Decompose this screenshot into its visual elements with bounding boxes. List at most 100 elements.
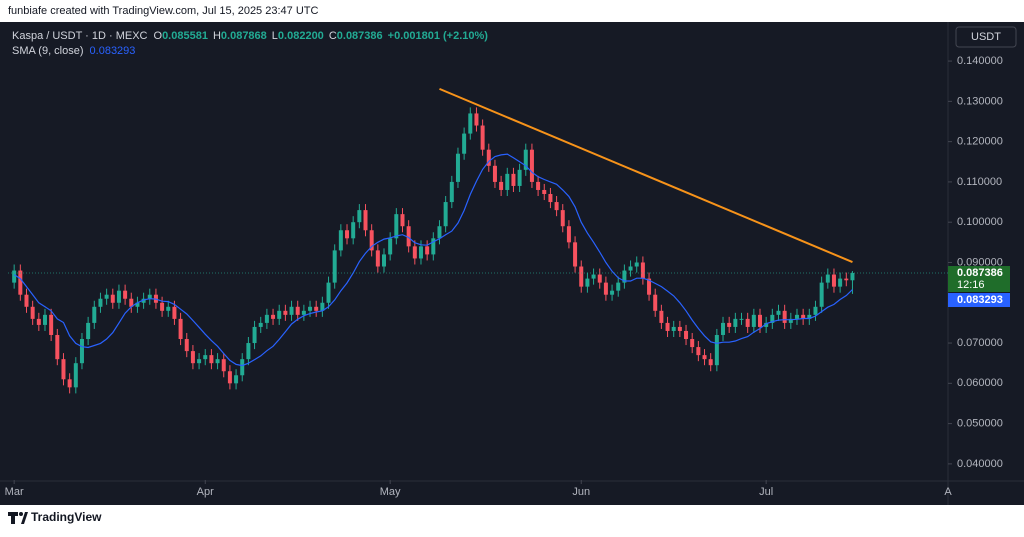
y-tick-label: 0.120000 bbox=[957, 136, 1003, 148]
candle-body bbox=[240, 359, 245, 376]
candle-body bbox=[573, 242, 578, 267]
candle-body bbox=[308, 306, 313, 311]
currency-label[interactable]: USDT bbox=[971, 31, 1001, 43]
legend-text: 0.087386 bbox=[337, 30, 383, 42]
candle-body bbox=[400, 214, 405, 227]
candle-body bbox=[634, 262, 639, 267]
watermark: funbiafe created with TradingView.com, J… bbox=[8, 5, 318, 17]
candle-body bbox=[98, 298, 103, 307]
x-tick-label: Jul bbox=[759, 486, 773, 498]
candle-body bbox=[363, 210, 368, 231]
candle-body bbox=[758, 314, 762, 327]
candle-body bbox=[357, 210, 362, 223]
candle-body bbox=[277, 310, 282, 319]
candle-body bbox=[234, 375, 239, 384]
candle-body bbox=[616, 282, 621, 291]
candle-body bbox=[129, 298, 134, 307]
candle-body bbox=[431, 238, 436, 255]
candle-body bbox=[505, 173, 510, 190]
legend-header: Kaspa / USDT · 1D · MEXC O 0.085581 H 0.0878… bbox=[12, 30, 488, 57]
candle-body bbox=[227, 371, 232, 384]
candle-body bbox=[511, 173, 516, 186]
candle-body bbox=[745, 318, 750, 327]
candle-body bbox=[591, 274, 596, 279]
candle-body bbox=[844, 278, 849, 281]
candle-body bbox=[382, 254, 386, 267]
y-tick-label: 0.100000 bbox=[957, 216, 1003, 228]
candle-body bbox=[184, 339, 189, 352]
candle-body bbox=[252, 326, 257, 344]
candle-body bbox=[764, 322, 769, 327]
x-tick-label: A bbox=[944, 486, 952, 498]
candle-body bbox=[603, 282, 608, 295]
candle-body bbox=[375, 250, 380, 267]
candle-body bbox=[449, 181, 454, 203]
candle-body bbox=[12, 270, 17, 283]
sma-tag bbox=[948, 293, 1010, 308]
candle-body bbox=[739, 318, 744, 320]
x-tick-label: May bbox=[380, 486, 401, 498]
candle-body bbox=[147, 294, 152, 299]
candle-body bbox=[135, 302, 140, 307]
candle-body bbox=[801, 314, 806, 319]
candle-body bbox=[351, 222, 356, 239]
legend-text: O bbox=[154, 30, 163, 42]
candle-body bbox=[406, 226, 411, 247]
candle-body bbox=[67, 379, 72, 388]
legend-text: Kaspa / USDT · 1D · MEXC bbox=[12, 30, 148, 42]
price-tag bbox=[948, 266, 1010, 293]
candle-body bbox=[529, 149, 534, 182]
candle-body bbox=[714, 334, 719, 366]
sma-tag-label: 0.083293 bbox=[957, 294, 1003, 306]
x-tick-label: Apr bbox=[197, 486, 214, 498]
y-tick-label: 0.140000 bbox=[957, 55, 1003, 67]
candle-body bbox=[653, 294, 658, 311]
candle-body bbox=[548, 194, 553, 203]
sma-line bbox=[13, 153, 853, 367]
candle-body bbox=[258, 322, 263, 327]
candle-body bbox=[455, 153, 460, 182]
brand-logo bbox=[8, 512, 28, 524]
candle-body bbox=[640, 262, 645, 279]
candle-body bbox=[782, 310, 787, 323]
candle-body bbox=[49, 314, 54, 335]
y-tick-label: 0.130000 bbox=[957, 95, 1003, 107]
legend-text: 0.087868 bbox=[221, 30, 267, 42]
candle-body bbox=[42, 314, 47, 325]
candle-body bbox=[536, 181, 541, 190]
candle-body bbox=[708, 359, 713, 366]
candle-body bbox=[123, 290, 128, 299]
candle-body bbox=[733, 318, 738, 327]
candle-body bbox=[579, 266, 584, 287]
candle-body bbox=[295, 306, 300, 315]
candle-body bbox=[197, 359, 202, 364]
candle-body bbox=[369, 230, 374, 251]
candle-body bbox=[215, 359, 220, 364]
candle-body bbox=[585, 278, 590, 287]
x-tick-label: Mar bbox=[5, 486, 24, 498]
candle-body bbox=[554, 202, 559, 211]
candle-body bbox=[788, 318, 793, 323]
candle-body bbox=[314, 306, 319, 311]
y-tick-label: 0.050000 bbox=[957, 418, 1003, 430]
candle-body bbox=[560, 210, 565, 227]
candle-body bbox=[665, 322, 670, 331]
candle-body bbox=[36, 318, 41, 325]
candle-body bbox=[443, 202, 448, 227]
currency-button[interactable] bbox=[955, 26, 1017, 48]
candle-body bbox=[813, 306, 818, 315]
candle-body bbox=[160, 302, 165, 311]
candle-body bbox=[474, 113, 479, 126]
candle-body bbox=[499, 181, 504, 190]
brand: TradingView bbox=[31, 510, 102, 524]
candle-body bbox=[73, 363, 78, 388]
candle-body bbox=[271, 314, 276, 319]
candle-body bbox=[289, 306, 294, 315]
candle-body bbox=[807, 314, 812, 319]
candle-body bbox=[61, 359, 66, 380]
candle-body bbox=[332, 250, 337, 283]
candle-body bbox=[178, 318, 183, 340]
sma-name: SMA (9, close) bbox=[12, 45, 84, 57]
candle-body bbox=[622, 270, 627, 283]
